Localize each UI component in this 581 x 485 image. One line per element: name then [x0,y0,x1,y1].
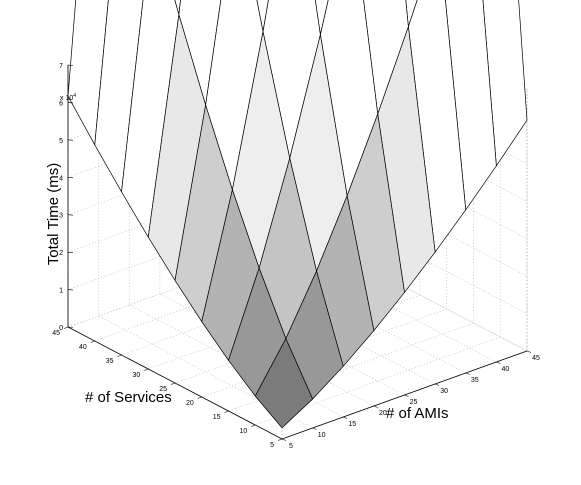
y-tick-mark-1 [251,424,256,427]
y-tick-mark-6 [117,354,122,357]
z-exponent-label: x 104 [60,93,76,102]
y-tick-label-5: 30 [132,372,140,379]
z-exponent-base: x 10 [60,95,73,102]
z-tick-label-2: 2 [59,250,63,257]
surface-patch-7-0 [482,0,528,167]
x-tick-label-4: 25 [410,399,418,406]
surface-patch-2-3 [256,0,269,32]
z-tick-label-7: 7 [59,63,63,70]
y-tick-label-6: 35 [106,358,114,365]
x-tick-mark-3 [373,405,378,408]
y-axis-ticks: 5 10 15 20 25 30 35 40 45 [52,326,283,449]
surface-patch-3-2 [314,0,329,35]
y-tick-mark-4 [170,382,176,385]
y-tick-mark-0 [277,438,283,441]
x-tick-label-2: 15 [348,421,356,428]
x-tick-label-3: 20 [379,410,387,417]
z-tick-label-5: 5 [59,138,63,145]
z-tick-label-4: 4 [59,175,63,182]
y-tick-label-4: 25 [159,386,167,393]
x-tick-label-5: 30 [440,388,448,395]
y-tick-label-1: 10 [239,428,247,435]
surface-patch-5-1 [405,0,418,27]
y-axis-label: # of Services [85,389,172,406]
surface-patch-0-0 [254,337,314,429]
x-tick-mark-8 [526,350,532,353]
y-tick-label-2: 15 [213,414,221,421]
x-tick-mark-1 [312,427,317,430]
z-tick-label-6: 6 [59,100,63,107]
z-tick-mark-7 [67,64,74,66]
x-tick-label-6: 35 [471,377,479,384]
x-tick-mark-2 [343,416,348,419]
x-tick-label-0: 5 [289,443,293,450]
x-tick-label-7: 40 [501,366,509,373]
y-tick-mark-8 [63,326,69,329]
z-tick-label-1: 1 [59,288,63,295]
x-axis-ticks: 5 10 15 20 25 30 35 40 45 [281,350,540,450]
y-tick-mark-2 [224,410,229,413]
z-tick-mark-1 [67,289,74,291]
x-tick-mark-7 [496,361,501,364]
x-tick-mark-0 [281,438,287,441]
z-tick-mark-5 [67,139,74,141]
x-tick-mark-5 [435,383,440,386]
grid-line-y-1 [255,75,501,426]
z-tick-mark-6 [67,102,74,104]
y-tick-label-8: 45 [52,330,60,337]
z-tick-mark-3 [67,214,74,216]
x-tick-mark-6 [465,372,470,375]
x-axis-label: # of AMIs [386,405,449,422]
z-tick-label-0: 0 [59,325,63,332]
z-axis-label: Total Time (ms) [45,163,62,266]
z-exponent-power: 4 [73,93,76,99]
z-tick-mark-0 [67,326,74,328]
y-tick-mark-3 [197,396,202,399]
z-tick-mark-2 [67,251,74,253]
y-tick-label-3: 20 [186,400,194,407]
z-axis-ticks: 0 1 2 3 4 5 6 7 [59,63,74,332]
surface-patch-0-7 [67,0,109,146]
y-tick-label-7: 40 [79,344,87,351]
y-tick-label-0: 5 [270,442,274,449]
surface-mesh [67,0,528,429]
x-tick-mark-4 [404,394,409,397]
x-tick-label-1: 10 [318,432,326,439]
z-tick-mark-4 [67,176,74,179]
y-tick-mark-5 [144,368,149,371]
x-tick-label-8: 45 [532,355,540,362]
y-tick-mark-7 [90,340,95,343]
z-tick-label-3: 3 [59,213,63,220]
